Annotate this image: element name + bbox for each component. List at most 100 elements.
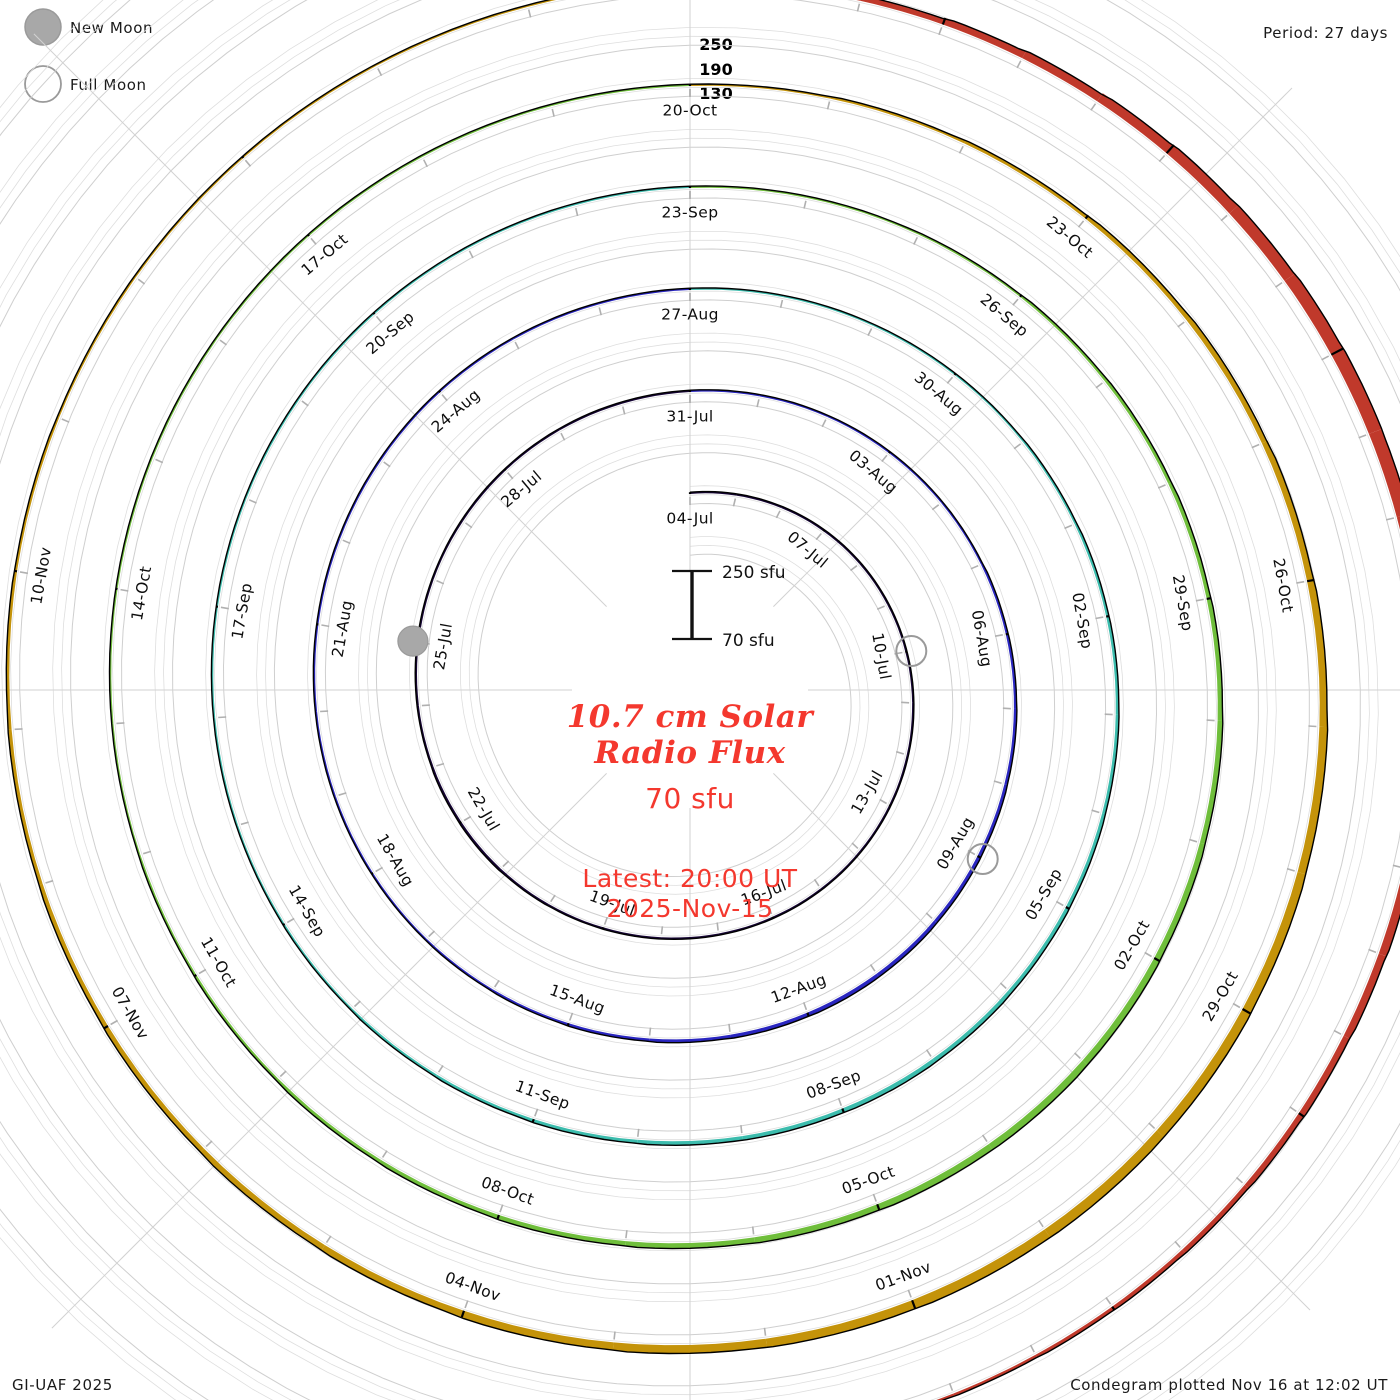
daily-tick [19, 571, 29, 575]
flux-day-segment [820, 850, 862, 890]
flux-day-segment [736, 493, 783, 509]
three-day-separator [503, 468, 507, 472]
flux-outline [210, 185, 1120, 1147]
daily-tick [377, 68, 383, 77]
three-day-separator [822, 529, 826, 532]
daily-tick [732, 498, 737, 507]
daily-tick [507, 472, 514, 480]
daily-tick [850, 565, 858, 572]
three-day-separator [953, 372, 957, 376]
radial-tick-130: 130 [699, 84, 732, 103]
flux-day-segment [111, 723, 141, 856]
three-day-separator [1165, 144, 1175, 154]
three-day-separator [460, 1310, 466, 1318]
daily-tick [851, 842, 859, 849]
daily-tick [1090, 103, 1097, 111]
flux-day-segment [1261, 440, 1314, 582]
date-label: 25-Jul [430, 622, 456, 672]
date-label: 06-Aug [968, 609, 996, 669]
date-label: 05-Sep [1022, 865, 1066, 923]
daily-tick [551, 108, 555, 117]
date-label: 10-Jul [868, 631, 894, 681]
flux-day-segment [213, 717, 238, 826]
flux-day-segment [431, 766, 462, 824]
flux-day-segment [1244, 1113, 1304, 1189]
three-day-separator [370, 872, 374, 875]
daily-tick [931, 504, 940, 511]
daily-tick [220, 606, 229, 610]
flux-day-segment [321, 1245, 464, 1318]
daily-tick [598, 307, 602, 316]
flux-outline [5, 0, 1329, 1355]
daily-tick [1013, 443, 1022, 450]
three-day-separator [566, 1022, 570, 1026]
daily-tick [1232, 1002, 1241, 1009]
daily-tick [907, 1289, 912, 1298]
date-label: 31-Jul [666, 408, 713, 426]
daily-tick [958, 145, 964, 154]
daily-tick [1385, 517, 1395, 521]
flux-day-segment [532, 1119, 638, 1144]
flux-day-segment [461, 469, 506, 522]
daily-tick [837, 1097, 843, 1106]
date-label: 08-Sep [804, 1066, 864, 1102]
flux-day-segment [1097, 93, 1174, 154]
daily-tick [502, 860, 510, 868]
daily-tick [286, 917, 295, 924]
daily-tick [775, 510, 781, 519]
daily-tick [244, 159, 252, 167]
flux-day-segment [1331, 348, 1382, 434]
daily-tick [879, 798, 888, 805]
radial-tick-190: 190 [699, 60, 732, 79]
daily-tick [1038, 1219, 1044, 1228]
daily-tick [1392, 864, 1400, 868]
daily-tick [1077, 220, 1085, 228]
daily-tick [1074, 1052, 1081, 1059]
flux-day-segment [216, 497, 247, 607]
flux-day-segment [1242, 871, 1307, 1014]
flux-day-segment [432, 520, 464, 580]
date-label: 22-Jul [464, 784, 503, 834]
flux-day-segment [338, 459, 382, 539]
flux-day-segment [425, 938, 493, 992]
three-day-separator [372, 311, 376, 315]
daily-tick [422, 159, 429, 168]
daily-tick [1296, 580, 1305, 584]
daily-tick [756, 399, 760, 408]
date-label: 11-Oct [197, 934, 240, 991]
flux-day-segment [1008, 907, 1070, 994]
radial-scale-ticks: 250 190 130 [699, 35, 732, 103]
daily-tick [869, 964, 876, 972]
flux-day-segment [1199, 720, 1223, 845]
daily-tick [660, 926, 664, 935]
date-label: 21-Aug [329, 599, 357, 659]
date-label: 20-Oct [663, 102, 718, 120]
three-day-separator [1084, 214, 1090, 220]
flux-day-segment [211, 606, 218, 718]
daily-tick [895, 750, 905, 755]
flux-day-segment [1154, 842, 1206, 962]
flux-day-segment [1343, 953, 1386, 1039]
daily-tick [1174, 1240, 1181, 1248]
flux-day-segment [244, 398, 300, 499]
flux-day-segment [621, 390, 690, 404]
daily-tick [1091, 809, 1100, 814]
flux-day-segment [1065, 813, 1106, 909]
daily-tick [468, 250, 474, 259]
three-day-separator [1206, 597, 1212, 600]
date-label: 07-Jul [784, 528, 832, 572]
flux-day-segment [807, 973, 879, 1017]
flux-day-segment [872, 324, 956, 375]
three-day-separator [806, 1012, 810, 1017]
flux-day-segment [765, 1300, 916, 1348]
date-label: 05-Oct [840, 1162, 898, 1198]
moon-marker-layer [397, 625, 999, 875]
daily-tick [1275, 281, 1283, 288]
flux-day-segment [1156, 1009, 1251, 1138]
daily-tick [1095, 616, 1104, 620]
flux-ribbon-layer [5, 0, 1400, 1400]
flux-day-segment [417, 705, 434, 768]
flux-day-segment [905, 651, 914, 703]
